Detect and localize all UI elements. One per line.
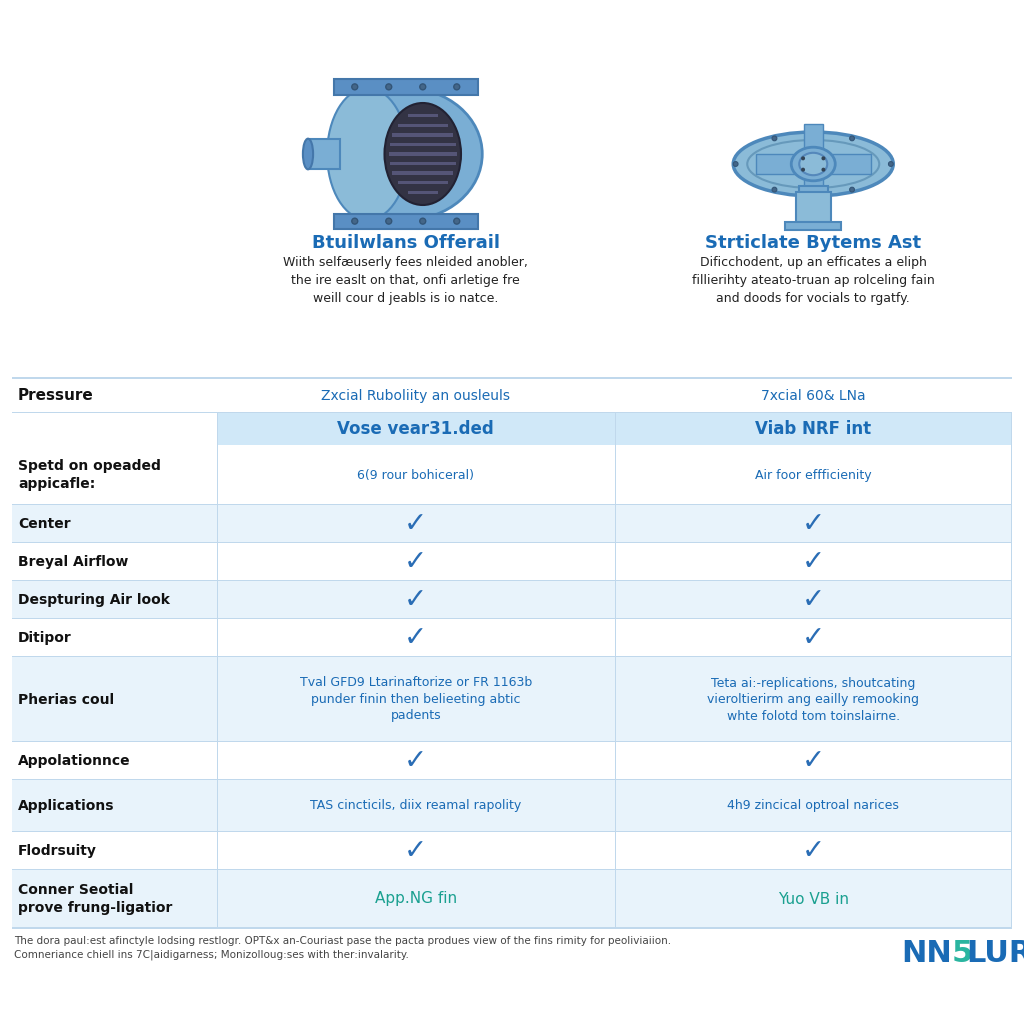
Text: Breyal Airflow: Breyal Airflow (18, 555, 128, 569)
Bar (799, 186, 827, 195)
Bar (12, 870, 1012, 928)
Text: ✓: ✓ (404, 837, 427, 865)
Bar (796, 193, 830, 224)
Ellipse shape (792, 147, 836, 181)
Text: Dificchodent, up an efficates a eliph
fillierihty ateato-truan ap rolceling fain: Dificchodent, up an efficates a eliph fi… (692, 256, 935, 305)
Bar (389, 142, 456, 146)
Ellipse shape (384, 103, 461, 205)
Text: NN: NN (901, 939, 952, 969)
Text: Spetd on opeaded
appicafle:: Spetd on opeaded appicafle: (18, 460, 161, 490)
Bar (756, 155, 870, 174)
Bar (12, 657, 1012, 742)
Ellipse shape (850, 136, 854, 140)
Bar (389, 162, 456, 165)
Bar (12, 379, 1012, 413)
Bar (408, 114, 437, 118)
Text: 6(9 rour bohiceral): 6(9 rour bohiceral) (357, 469, 474, 481)
Text: ✓: ✓ (404, 548, 427, 575)
Text: ✓: ✓ (404, 624, 427, 652)
Text: ✓: ✓ (802, 624, 825, 652)
Ellipse shape (733, 132, 893, 196)
Ellipse shape (420, 84, 426, 90)
Text: Pherias coul: Pherias coul (18, 692, 114, 707)
Ellipse shape (801, 168, 805, 172)
Bar (12, 742, 1012, 780)
Text: 7xcial 60& LNa: 7xcial 60& LNa (761, 389, 865, 403)
Text: ✓: ✓ (404, 746, 427, 775)
Bar (12, 780, 1012, 831)
Bar (12, 618, 1012, 657)
Ellipse shape (386, 84, 392, 90)
Text: Air foor effficienity: Air foor effficienity (755, 469, 871, 481)
Ellipse shape (327, 88, 408, 220)
Text: TAS cincticils, diix reamal rapolity: TAS cincticils, diix reamal rapolity (310, 800, 521, 812)
Text: 5: 5 (952, 939, 973, 969)
Text: Conner Seotial
prove frung-ligatior: Conner Seotial prove frung-ligatior (18, 884, 172, 914)
Text: Appolationnce: Appolationnce (18, 754, 131, 768)
Text: Ditipor: Ditipor (18, 631, 72, 645)
Text: Applications: Applications (18, 799, 115, 813)
Bar (334, 213, 478, 228)
Bar (614, 413, 1012, 445)
Text: ✓: ✓ (802, 837, 825, 865)
Text: ✓: ✓ (802, 746, 825, 775)
Text: ✓: ✓ (802, 586, 825, 614)
Text: Btuilwlans Offerail: Btuilwlans Offerail (311, 234, 500, 252)
Bar (392, 171, 453, 175)
Bar (804, 124, 823, 204)
Bar (217, 413, 614, 445)
Ellipse shape (772, 187, 777, 193)
Ellipse shape (420, 218, 426, 224)
Text: Wiith selfæuserly fees nleided anobler,
the ire easlt on that, onfi arletige fre: Wiith selfæuserly fees nleided anobler, … (284, 256, 528, 305)
Text: Teta ai:-replications, shoutcating
vieroltierirm ang eailly remooking
whte folot: Teta ai:-replications, shoutcating viero… (708, 677, 920, 723)
Text: ✓: ✓ (404, 586, 427, 614)
Ellipse shape (821, 157, 825, 161)
Text: Viab NRF int: Viab NRF int (755, 420, 871, 438)
Ellipse shape (386, 218, 392, 224)
Ellipse shape (454, 218, 460, 224)
Text: The dora paul:est afinctyle lodsing restlogr. OPT&x an-Couriast pase the pacta p: The dora paul:est afinctyle lodsing rest… (14, 936, 671, 959)
Bar (12, 445, 1012, 505)
Text: Vose vear31.ded: Vose vear31.ded (337, 420, 495, 438)
Text: Zxcial Ruboliity an ousleuls: Zxcial Ruboliity an ousleuls (322, 389, 510, 403)
Ellipse shape (352, 84, 357, 90)
Ellipse shape (800, 153, 827, 175)
Text: Center: Center (18, 517, 71, 531)
Bar (12, 581, 1012, 618)
Bar (785, 221, 842, 229)
Text: ✓: ✓ (802, 510, 825, 538)
Ellipse shape (772, 136, 777, 140)
Text: Yuo VB in: Yuo VB in (778, 892, 849, 906)
Ellipse shape (850, 187, 854, 193)
Ellipse shape (889, 162, 893, 166)
Text: ✓: ✓ (404, 510, 427, 538)
Text: Pressure: Pressure (18, 388, 94, 403)
Text: App.NG fin: App.NG fin (375, 892, 457, 906)
Bar (392, 133, 453, 136)
Bar (12, 831, 1012, 870)
Bar (334, 79, 478, 94)
Bar (397, 181, 447, 184)
Ellipse shape (454, 84, 460, 90)
Ellipse shape (733, 162, 738, 166)
Text: 4h9 zincical optroal narices: 4h9 zincical optroal narices (727, 800, 899, 812)
Bar (12, 505, 1012, 543)
Text: Strticlate Bytems Ast: Strticlate Bytems Ast (706, 234, 922, 252)
Text: LUR: LUR (966, 939, 1024, 969)
Text: Despturing Air look: Despturing Air look (18, 593, 170, 607)
Ellipse shape (821, 168, 825, 172)
Ellipse shape (303, 138, 313, 169)
Ellipse shape (352, 218, 357, 224)
Ellipse shape (801, 157, 805, 161)
Bar (12, 543, 1012, 581)
Ellipse shape (330, 88, 482, 220)
Bar (308, 138, 340, 169)
Bar (389, 153, 457, 156)
Text: Tval GFD9 Ltarinaftorize or FR 1163b
punder finin then belieeting abtic
padents: Tval GFD9 Ltarinaftorize or FR 1163b pun… (300, 677, 531, 723)
Text: Flodrsuity: Flodrsuity (18, 844, 97, 858)
Bar (408, 190, 437, 194)
Bar (397, 124, 447, 127)
Text: ✓: ✓ (802, 548, 825, 575)
